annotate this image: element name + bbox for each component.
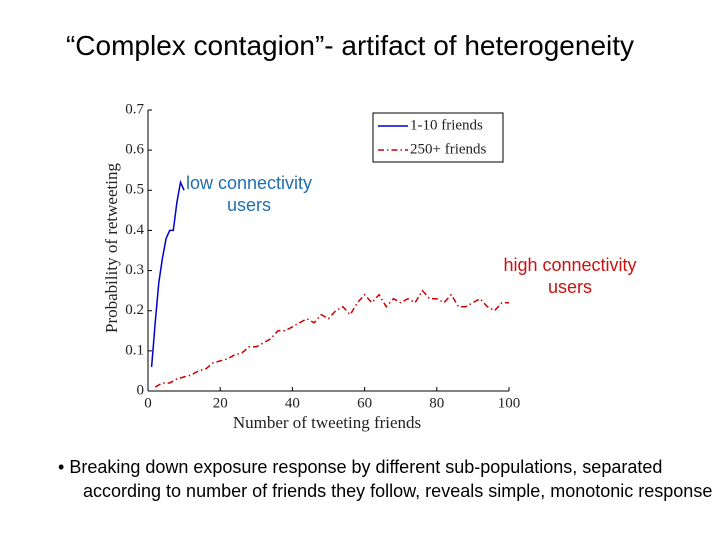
y-tick-label: 0 <box>137 382 145 398</box>
legend-box <box>372 112 504 163</box>
y-tick-label: 0.4 <box>125 222 144 238</box>
x-tick-label: 20 <box>213 395 228 411</box>
x-tick-label: 0 <box>144 395 152 411</box>
x-tick-label: 80 <box>429 395 444 411</box>
annotation: low connectivity users <box>185 173 313 215</box>
x-tick-label: 100 <box>498 395 521 411</box>
y-tick-label: 0.7 <box>125 101 144 117</box>
series-line <box>154 289 509 388</box>
bullet-list: • Breaking down exposure response by dif… <box>58 457 713 501</box>
y-tick-label: 0.6 <box>125 142 144 158</box>
legend-label: 250+ friends <box>410 141 487 157</box>
y-tick-label: 0.3 <box>125 262 144 278</box>
x-tick-label: 60 <box>357 395 372 411</box>
annotation: high connectivity users <box>503 255 637 297</box>
x-axis-label: Number of tweeting friends <box>233 413 421 432</box>
legend-label: 1-10 friends <box>410 117 483 133</box>
series-line <box>150 179 185 367</box>
y-tick-label: 0.5 <box>125 182 144 198</box>
y-tick-label: 0.2 <box>125 302 144 318</box>
x-tick-label: 40 <box>285 395 300 411</box>
y-axis-label: Probability of retweeting <box>102 163 121 333</box>
slide-title: “Complex contagion”- artifact of heterog… <box>65 30 635 61</box>
y-tick-label: 0.1 <box>125 342 144 358</box>
bullet-text: Breaking down exposure response by diffe… <box>69 457 713 501</box>
